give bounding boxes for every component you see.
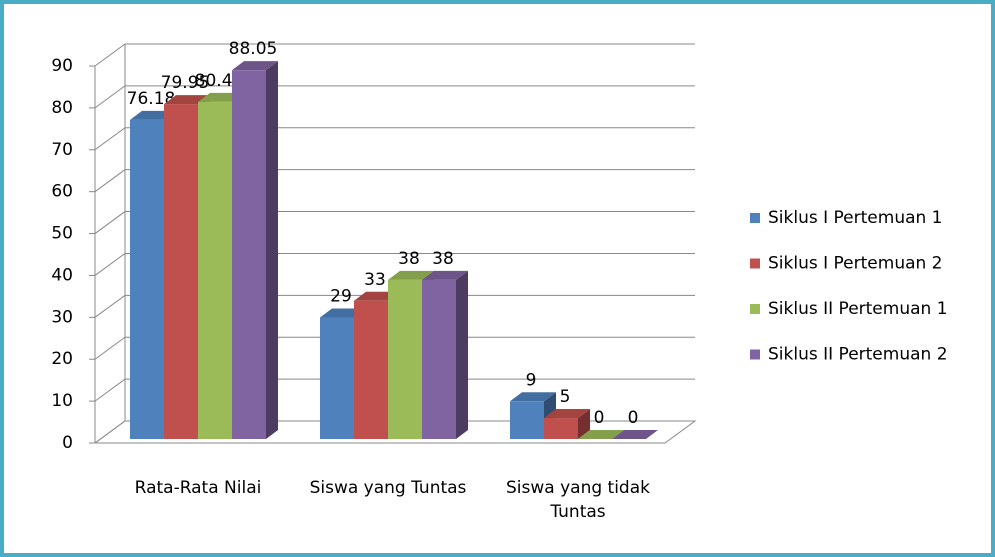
bar-front (164, 104, 198, 440)
bar-side (456, 270, 468, 439)
bar-front (510, 401, 544, 439)
legend-swatch (750, 213, 760, 223)
y-tick-label: 80 (51, 98, 73, 118)
grid-line (94, 211, 695, 234)
bar (544, 409, 590, 439)
bar-front (320, 317, 354, 439)
bar-front (388, 279, 422, 439)
value-label: 38 (398, 249, 420, 269)
value-label: 33 (364, 270, 386, 290)
grid-line (94, 252, 695, 276)
legend-label: Siklus II Pertemuan 1 (768, 299, 948, 319)
bar-side (266, 61, 278, 439)
bar (612, 430, 658, 439)
bar-front (198, 101, 232, 439)
legend-label: Siklus I Pertemuan 1 (768, 208, 943, 228)
bar-top (612, 430, 658, 439)
value-label: 88.05 (229, 39, 278, 59)
grid-line (94, 43, 695, 67)
bar-top (388, 270, 434, 280)
value-label: 80.49 (195, 71, 244, 91)
y-tick-label: 30 (51, 307, 73, 327)
grid-line (94, 169, 695, 193)
x-tick-label: Siswa yang tidak Tuntas (506, 478, 650, 522)
legend-label: Siklus I Pertemuan 2 (768, 254, 943, 274)
grid-line (94, 420, 695, 444)
y-tick-label: 70 (51, 140, 73, 160)
value-label: 29 (330, 287, 352, 307)
value-label: 5 (560, 387, 571, 407)
y-tick-label: 20 (51, 349, 73, 369)
y-tick-label: 60 (51, 182, 73, 202)
grid-line (94, 336, 695, 360)
bar (232, 61, 278, 439)
bar-front (354, 300, 388, 439)
legend-swatch (750, 258, 760, 269)
value-label: 9 (526, 370, 537, 390)
bar-top (510, 392, 556, 402)
value-label: 0 (628, 408, 639, 428)
value-label: 76.18 (127, 89, 176, 109)
grid-line (94, 378, 695, 402)
bar (578, 430, 624, 439)
legend-swatch (750, 349, 760, 360)
y-tick-label: 90 (51, 56, 73, 76)
bar-front (232, 70, 266, 439)
bar-front (130, 119, 164, 439)
x-tick-label: Rata-Rata Nilai (134, 478, 262, 498)
legend-swatch (750, 304, 760, 314)
bar-side (578, 409, 590, 439)
legend-label: Siklus II Pertemuan 2 (768, 345, 948, 365)
grid-line (94, 127, 695, 151)
grid-line (94, 85, 695, 109)
bar-front (422, 279, 456, 439)
y-tick-label: 40 (51, 265, 73, 285)
y-tick-label: 50 (51, 224, 73, 244)
bar-front (544, 418, 578, 439)
bar (422, 270, 468, 439)
y-tick-label: 10 (51, 391, 73, 411)
bar-top (544, 409, 590, 419)
value-label: 0 (594, 408, 605, 428)
bar-top (578, 430, 624, 439)
value-label: 38 (432, 249, 454, 269)
bar-top (422, 270, 468, 280)
grid-line (94, 294, 695, 318)
bar-top (232, 61, 278, 71)
value-label: 79.95 (161, 73, 210, 93)
y-tick-label: 0 (62, 433, 73, 453)
x-tick-label: Siswa yang Tuntas (309, 478, 467, 498)
